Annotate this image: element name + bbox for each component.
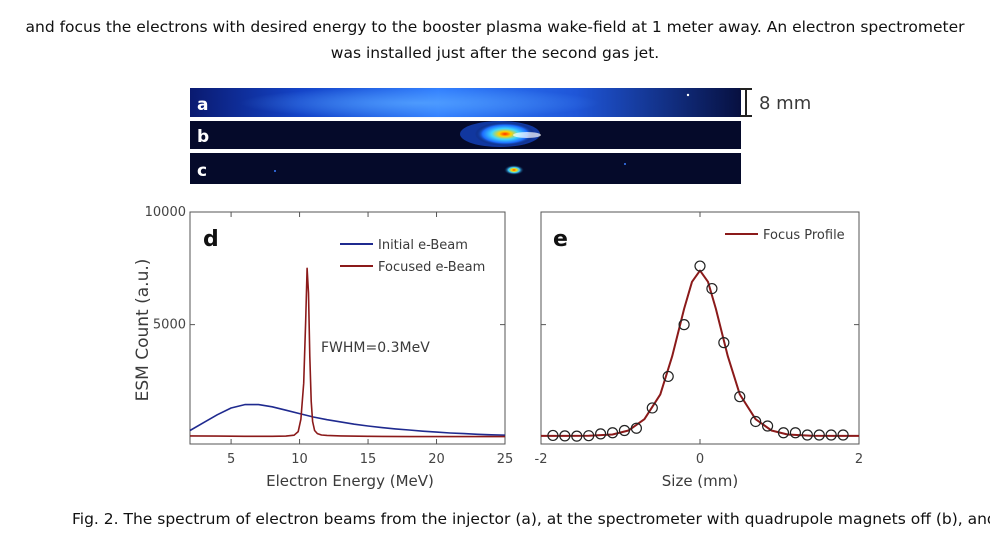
ylabel-d: ESM Count (a.u.) [133,259,153,402]
curves-e [541,260,859,442]
strip-letter-b: b [197,127,209,147]
ytick-label-d-1: 10000 [145,205,186,220]
marker-e-3 [583,430,595,442]
xtick-label-d-0: 5 [227,452,235,467]
xtick-label-d-2: 15 [360,452,377,467]
legend-initial-label: Initial e-Beam [378,238,468,253]
series-line-d-1 [189,267,505,438]
marker-e-5 [606,427,619,439]
xtick-label-e-1: 0 [696,452,704,467]
xtick-label-e-0: -2 [535,452,548,467]
image-strips: a b c 8 mm [190,87,811,184]
xtick-label-d-1: 10 [291,452,308,467]
xtick-label-d-3: 20 [428,452,445,467]
strip-c-speck-1 [274,170,276,172]
marker-e-22 [837,429,849,441]
marker-e-21 [825,429,837,441]
strip-letter-a: a [197,95,208,115]
marker-e-20 [813,429,825,441]
ticks-d: 5 10 15 20 25 5000 10000 [145,205,514,467]
strip-c [190,153,741,184]
panel-letter-d: d [203,227,219,252]
xlabel-e: Size (mm) [662,472,739,490]
strip-b-tail [513,132,541,138]
scale-bar: 8 mm [740,88,811,117]
marker-e-8 [646,402,658,414]
series-line-e-0 [541,269,859,437]
scale-label: 8 mm [759,93,811,114]
panel-letter-e: e [553,227,568,252]
chart-panel-e: e -2 0 2 Size (mm) Focus Profile [535,211,863,490]
caption-bottom: Fig. 2. The spectrum of electron beams f… [72,510,990,528]
legend-focused-label: Focused e-Beam [378,260,485,275]
marker-e-14 [734,391,746,403]
legend-e: Focus Profile [725,228,845,243]
marker-e-0 [547,429,559,442]
plot-frame-d [189,211,506,445]
marker-e-10 [678,319,690,331]
strip-c-speck-2 [624,163,626,165]
series-line-d-0 [189,403,506,436]
marker-e-16 [761,420,774,432]
strip-c-blob [504,165,524,175]
chart-panel-d: d 5 10 15 20 25 5000 10000 FWHM=0.3MeV Electro… [133,205,513,490]
caption-line-1: and focus the electrons with desired ene… [25,18,965,36]
marker-e-9 [662,370,674,383]
strip-letter-c: c [197,161,207,181]
marker-e-13 [718,337,730,349]
xtick-label-d-4: 25 [497,452,514,467]
ticks-e: -2 0 2 [535,211,863,467]
marker-e-11 [694,260,706,272]
marker-e-6 [618,424,631,437]
annotation-fwhm: FWHM=0.3MeV [321,340,430,356]
marker-e-4 [595,428,607,440]
marker-e-1 [559,430,571,442]
marker-e-15 [750,415,762,428]
ytick-label-d-0: 5000 [153,318,186,333]
xlabel-d: Electron Energy (MeV) [266,472,434,490]
legend-d: Initial e-Beam Focused e-Beam [340,238,485,275]
marker-e-18 [789,427,802,439]
plot-frame-e [540,211,860,445]
marker-e-19 [801,429,813,441]
curves-d [189,267,506,438]
strip-b-blob [475,122,535,146]
marker-e-7 [630,422,643,434]
marker-e-12 [706,282,718,295]
caption-line-2: was installed just after the second gas … [330,44,660,62]
marker-e-17 [777,427,790,439]
strip-a-glow [240,87,600,119]
strip-a-speck [686,93,690,97]
legend-profile-label: Focus Profile [763,228,845,243]
xtick-label-e-2: 2 [855,452,863,467]
marker-e-2 [571,430,583,442]
